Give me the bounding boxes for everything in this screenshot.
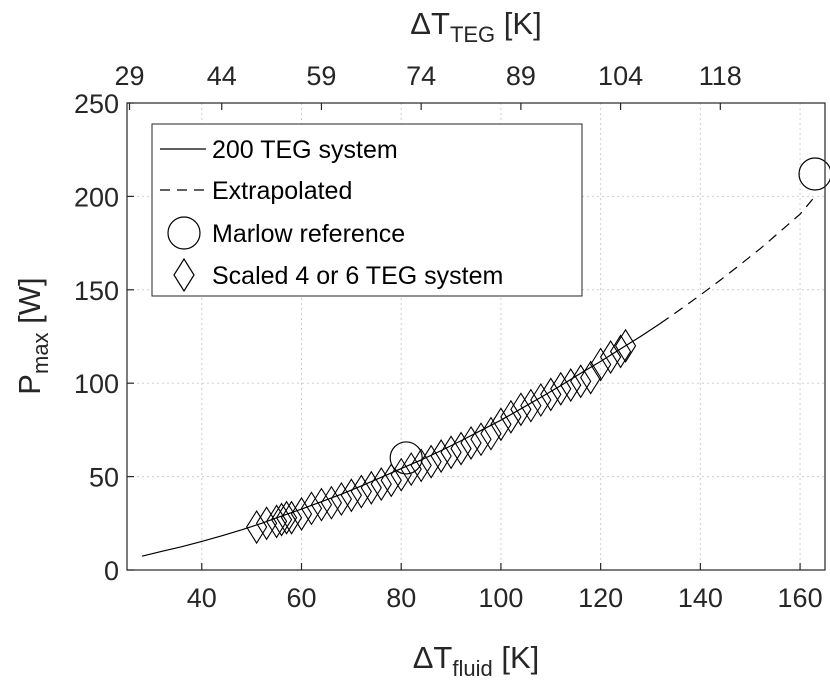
scaled-teg-point bbox=[245, 509, 268, 545]
scaled-teg-point bbox=[350, 474, 372, 509]
scaled-teg-point bbox=[510, 392, 532, 427]
scaled-teg-point bbox=[520, 388, 542, 423]
scaled-teg-point bbox=[440, 435, 462, 470]
scaled-teg-point bbox=[390, 457, 412, 492]
top-x-tick-label: 89 bbox=[506, 61, 536, 91]
scaled-teg-point bbox=[290, 496, 313, 531]
top-x-tick-label: 59 bbox=[306, 61, 336, 91]
scaled-teg-point bbox=[460, 425, 482, 461]
y-tick-label: 50 bbox=[89, 463, 119, 493]
scaled-teg-point bbox=[480, 416, 502, 451]
y-tick-label: 100 bbox=[74, 369, 119, 399]
top-x-axis-label: ΔTTEG [K] bbox=[410, 6, 541, 47]
x-tick-label: 40 bbox=[187, 583, 217, 613]
axes-box bbox=[126, 102, 826, 571]
top-x-tick-label: 74 bbox=[406, 61, 436, 91]
top-x-tick-label: 104 bbox=[598, 61, 643, 91]
scaled-teg-point bbox=[370, 467, 392, 502]
scaled-teg-point bbox=[530, 382, 552, 418]
scaled-teg-point bbox=[300, 491, 323, 526]
scaled-teg-point bbox=[340, 478, 363, 513]
scaled-teg-point bbox=[280, 500, 303, 535]
scaled-teg-point bbox=[500, 399, 522, 434]
x-tick-label: 120 bbox=[578, 583, 623, 613]
y-axis-label: Pmax [W] bbox=[12, 277, 53, 394]
scaled-teg-point bbox=[270, 502, 293, 537]
legend-label-2: Marlow reference bbox=[212, 220, 405, 248]
scaled-teg-point bbox=[580, 360, 602, 395]
legend-label-3: Scaled 4 or 6 TEG system bbox=[212, 262, 503, 290]
scaled-teg-point bbox=[570, 364, 592, 399]
legend-marker-diamond bbox=[173, 257, 195, 293]
legend: 200 TEG system Extrapolated Marlow refer… bbox=[151, 123, 583, 297]
scaled-teg-point bbox=[360, 470, 382, 505]
scaled-teg-point bbox=[614, 328, 637, 363]
scaled-teg-point bbox=[265, 504, 288, 539]
x-tick-label: 80 bbox=[386, 583, 416, 613]
y-tick-label: 200 bbox=[74, 182, 119, 212]
scaled-teg-point bbox=[420, 444, 442, 479]
legend-label-1: Extrapolated bbox=[212, 177, 352, 205]
scaled-teg-point bbox=[550, 371, 572, 406]
scaled-teg-point bbox=[330, 481, 353, 517]
scaled-teg-point bbox=[560, 368, 582, 403]
y-tick-label: 250 bbox=[74, 89, 119, 119]
scaled-teg-point bbox=[310, 487, 333, 522]
legend-box bbox=[151, 123, 583, 297]
series-layer bbox=[141, 157, 830, 557]
legend-marker-circle bbox=[167, 216, 201, 250]
scaled-teg-point bbox=[320, 485, 343, 520]
x-tick-label: 100 bbox=[478, 583, 523, 613]
marlow-reference-point bbox=[389, 441, 423, 475]
top-x-tick-label: 29 bbox=[114, 61, 144, 91]
scaled-teg-point bbox=[589, 347, 612, 382]
legend-label-0: 200 TEG system bbox=[212, 136, 398, 164]
y-tick-label: 150 bbox=[74, 276, 119, 306]
scaled-teg-point bbox=[275, 500, 298, 535]
x-tick-label: 140 bbox=[678, 583, 723, 613]
x-tick-label: 160 bbox=[778, 583, 823, 613]
scaled-teg-point bbox=[430, 439, 452, 474]
top-x-tick-label: 44 bbox=[207, 61, 237, 91]
scaled-teg-point bbox=[609, 334, 632, 369]
marlow-reference-point bbox=[798, 157, 830, 191]
scaled-teg-point bbox=[540, 377, 562, 412]
scaled-teg-point bbox=[400, 452, 422, 487]
x-axis-label: ΔTfluid [K] bbox=[413, 640, 540, 681]
scaled-teg-point bbox=[380, 463, 402, 498]
top-x-tick-label: 118 bbox=[699, 61, 742, 91]
scaled-teg-point bbox=[255, 506, 278, 541]
scaled-teg-point bbox=[490, 407, 512, 442]
scaled-teg-point bbox=[470, 422, 492, 457]
y-tick-label: 0 bbox=[104, 556, 119, 586]
scaled-teg-point bbox=[410, 448, 432, 483]
scaled-teg-point bbox=[450, 431, 472, 466]
x-tick-label: 60 bbox=[286, 583, 316, 613]
scaled-teg-point bbox=[599, 340, 622, 375]
